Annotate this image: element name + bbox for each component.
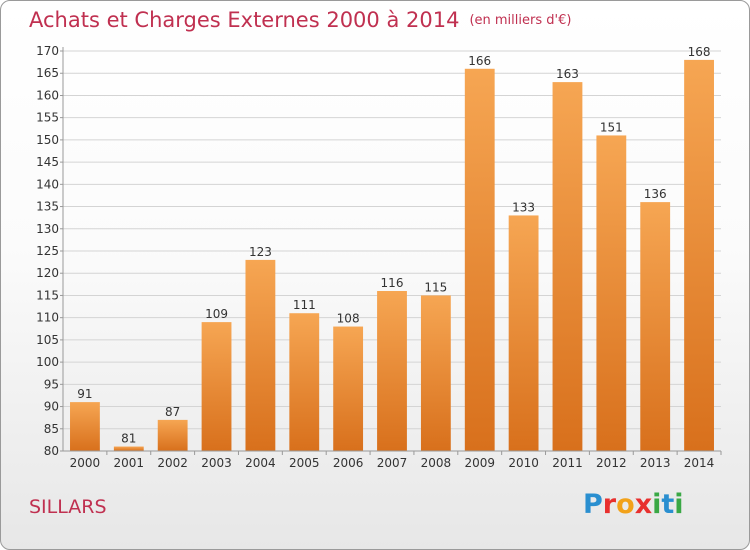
x-tick-label: 2001 — [114, 456, 145, 470]
y-tick-label: 105 — [36, 333, 59, 347]
y-tick-label: 160 — [36, 88, 59, 102]
y-axis-ticks: 80 85 90 95 100 105 110 115 120 125 130 135 140 145 15… — [36, 44, 63, 458]
data-label: 116 — [381, 276, 404, 290]
data-label: 109 — [205, 307, 228, 321]
bar — [113, 446, 144, 451]
bar — [640, 202, 671, 451]
bar — [333, 326, 364, 451]
axes — [62, 47, 721, 452]
data-label: 91 — [77, 387, 92, 401]
bars — [70, 59, 714, 452]
proxiti-logo[interactable]: Proxiti — [583, 489, 684, 520]
data-labels: 91 81 87 109 123 111 108 116 115 166 133 163 151 136 1… — [77, 45, 710, 446]
data-label: 81 — [121, 432, 136, 446]
bar — [377, 291, 407, 451]
bar — [70, 402, 100, 451]
bar — [508, 215, 539, 451]
x-tick-label: 2003 — [201, 456, 232, 470]
y-tick-label: 170 — [36, 44, 59, 58]
data-label: 166 — [468, 54, 491, 68]
data-label: 108 — [337, 312, 360, 326]
x-tick-label: 2004 — [245, 456, 276, 470]
y-tick-label: 85 — [44, 422, 59, 436]
y-tick-label: 115 — [36, 288, 59, 302]
data-label: 168 — [688, 45, 711, 59]
logo-letter: r — [602, 489, 617, 520]
bar — [201, 322, 232, 451]
data-label: 87 — [165, 405, 180, 419]
data-label: 163 — [556, 67, 579, 81]
chart-unit: (en milliers d'€) — [469, 13, 572, 28]
y-tick-label: 110 — [36, 311, 59, 325]
bar — [596, 135, 627, 451]
data-label: 115 — [424, 280, 447, 294]
y-tick-label: 150 — [36, 133, 59, 147]
y-tick-label: 145 — [36, 155, 59, 169]
x-tick-label: 2008 — [421, 456, 452, 470]
x-tick-label: 2014 — [684, 456, 715, 470]
data-label: 133 — [512, 200, 535, 214]
y-tick-label: 120 — [36, 266, 59, 280]
chart-title-text: Achats et Charges Externes 2000 à 2014 — [29, 8, 460, 32]
y-tick-label: 125 — [36, 244, 59, 258]
bar — [684, 59, 714, 452]
x-axis-ticks: 2000 2001 2002 2003 2004 2005 2006 2007 2008 2009… — [70, 451, 722, 470]
y-tick-label: 155 — [36, 111, 59, 125]
y-tick-label: 100 — [36, 355, 59, 369]
data-label: 136 — [644, 187, 667, 201]
x-tick-label: 2006 — [333, 456, 364, 470]
data-label: 111 — [293, 298, 316, 312]
logo-letter: i — [652, 489, 662, 520]
y-tick-label: 130 — [36, 222, 59, 236]
bar — [420, 295, 451, 451]
x-tick-label: 2009 — [464, 456, 495, 470]
x-tick-label: 2007 — [377, 456, 408, 470]
x-tick-label: 2010 — [508, 456, 539, 470]
y-tick-label: 140 — [36, 177, 59, 191]
y-tick-label: 165 — [36, 66, 59, 80]
x-tick-label: 2012 — [596, 456, 627, 470]
bar — [245, 259, 276, 451]
x-tick-label: 2005 — [289, 456, 320, 470]
y-tick-label: 95 — [44, 377, 59, 391]
logo-letter: t — [661, 489, 675, 520]
x-tick-label: 2013 — [640, 456, 671, 470]
x-tick-label: 2011 — [552, 456, 583, 470]
bar — [464, 68, 495, 452]
logo-letter: P — [583, 489, 603, 520]
y-tick-label: 90 — [44, 400, 59, 414]
commune-name: SILLARS — [29, 496, 107, 518]
y-tick-label: 80 — [44, 444, 59, 458]
bar — [552, 82, 583, 451]
logo-letter: o — [616, 489, 635, 520]
bar — [157, 419, 188, 451]
chart-title: Achats et Charges Externes 2000 à 2014 (e… — [29, 8, 571, 32]
logo-letter: x — [634, 489, 653, 520]
x-tick-label: 2000 — [70, 456, 101, 470]
x-tick-label: 2002 — [157, 456, 188, 470]
data-label: 123 — [249, 245, 272, 259]
bar — [289, 313, 320, 451]
logo-letter: i — [674, 489, 684, 520]
data-label: 151 — [600, 120, 623, 134]
y-tick-label: 135 — [36, 200, 59, 214]
